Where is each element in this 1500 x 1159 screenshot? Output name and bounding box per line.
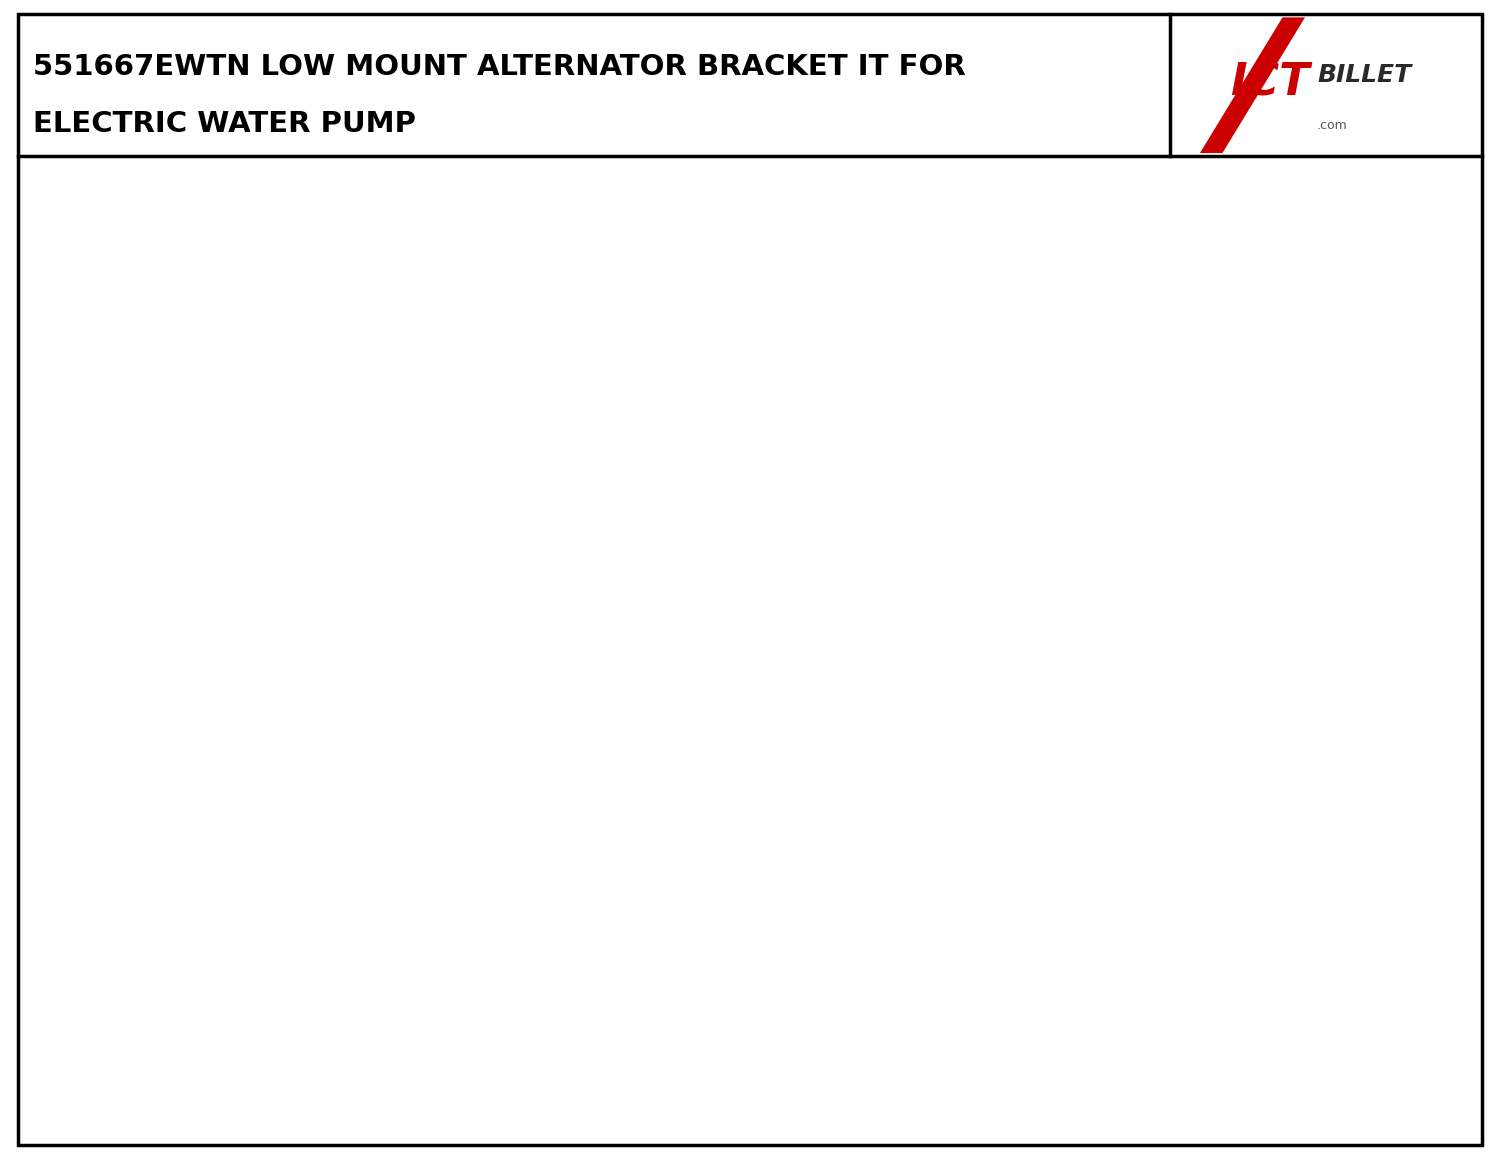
Circle shape	[999, 505, 1071, 561]
Polygon shape	[382, 185, 862, 232]
Circle shape	[530, 114, 716, 257]
Circle shape	[970, 582, 1144, 716]
Text: 0.31": 0.31"	[1200, 741, 1266, 761]
Polygon shape	[375, 145, 435, 176]
Polygon shape	[837, 510, 1162, 719]
Circle shape	[948, 387, 1056, 471]
Circle shape	[536, 420, 710, 554]
Circle shape	[1023, 524, 1047, 542]
Text: 551667EWTN LOW MOUNT ALTERNATOR BRACKET IT FOR: 551667EWTN LOW MOUNT ALTERNATOR BRACKET …	[33, 53, 966, 81]
Text: ELECTRIC WATER PUMP: ELECTRIC WATER PUMP	[33, 110, 416, 138]
Text: .com: .com	[1317, 118, 1347, 132]
Text: 11.23": 11.23"	[700, 1009, 800, 1035]
Text: 6.31": 6.31"	[1264, 541, 1344, 568]
Circle shape	[248, 782, 292, 817]
Polygon shape	[525, 440, 735, 498]
Text: 8.51": 8.51"	[698, 972, 777, 998]
Text: BILLET: BILLET	[1317, 64, 1412, 87]
Polygon shape	[262, 921, 982, 971]
Polygon shape	[232, 475, 1012, 927]
Circle shape	[550, 130, 694, 241]
Circle shape	[952, 469, 998, 504]
Polygon shape	[1200, 17, 1305, 153]
Bar	[18, 156, 1248, 979]
Circle shape	[248, 469, 292, 504]
Polygon shape	[922, 440, 1080, 516]
Polygon shape	[532, 151, 712, 185]
Circle shape	[1080, 377, 1185, 458]
Text: 11.58": 11.58"	[716, 1047, 815, 1072]
Circle shape	[150, 588, 234, 653]
Circle shape	[984, 415, 1020, 443]
Circle shape	[1120, 408, 1144, 427]
Polygon shape	[150, 568, 232, 672]
Circle shape	[910, 535, 1204, 763]
Circle shape	[924, 369, 1080, 489]
Circle shape	[580, 628, 664, 693]
Circle shape	[978, 489, 1092, 577]
Circle shape	[1010, 612, 1106, 686]
Polygon shape	[292, 921, 952, 968]
Text: 7.75": 7.75"	[1335, 480, 1414, 505]
Polygon shape	[285, 452, 960, 475]
Circle shape	[420, 504, 825, 817]
Circle shape	[566, 443, 680, 531]
Text: 12.32": 12.32"	[726, 1084, 825, 1109]
Circle shape	[1040, 635, 1076, 663]
Circle shape	[952, 782, 998, 817]
Circle shape	[1100, 392, 1166, 443]
Circle shape	[514, 577, 730, 744]
Polygon shape	[735, 220, 1050, 498]
Text: 2.40": 2.40"	[1284, 741, 1350, 761]
Circle shape	[465, 539, 780, 782]
Text: ICT: ICT	[1230, 61, 1310, 105]
Polygon shape	[195, 220, 525, 498]
